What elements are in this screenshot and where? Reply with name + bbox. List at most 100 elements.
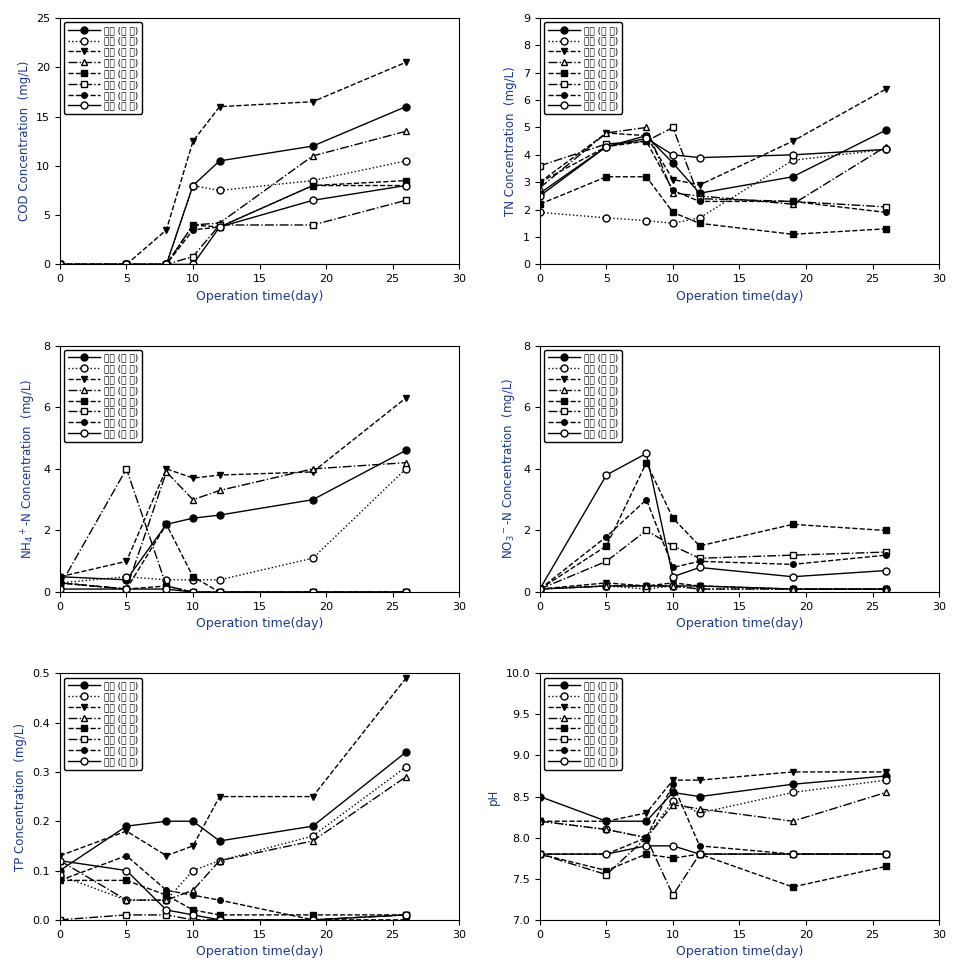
우측 (호 기): [534, 198, 545, 210]
우측 (호 기): [640, 171, 652, 183]
제방 (혜 기): [640, 122, 652, 133]
제방 (혜 기): [640, 832, 652, 844]
Line: 제방 (혜 기): 제방 (혜 기): [537, 124, 889, 208]
중앙 (호 기): [400, 586, 412, 598]
Line: 중앙 (혜 기): 중앙 (혜 기): [57, 675, 409, 859]
Line: 좌측 (혜 기): 좌측 (혜 기): [57, 466, 409, 586]
제방 (호 기): [880, 565, 892, 576]
Legend: 우측 (혜 기), 좌측 (혜 기), 중앙 (혜 기), 제방 (혜 기), 우측 (호 기), 좌측 (호 기), 중앙 (호 기), 제방 (호 기): 우측 (혜 기), 좌측 (혜 기), 중앙 (혜 기), 제방 (혜 기), …: [64, 22, 142, 115]
중앙 (호 기): [694, 555, 706, 567]
좌측 (호 기): [54, 259, 65, 270]
좌측 (호 기): [187, 586, 199, 598]
우측 (혜 기): [787, 171, 799, 183]
중앙 (호 기): [160, 259, 172, 270]
중앙 (호 기): [121, 583, 132, 595]
우측 (호 기): [121, 259, 132, 270]
중앙 (호 기): [307, 586, 319, 598]
좌측 (혜 기): [534, 206, 545, 218]
우측 (호 기): [880, 525, 892, 537]
제방 (호 기): [160, 904, 172, 916]
X-axis label: Operation time(day): Operation time(day): [196, 617, 324, 631]
우측 (호 기): [400, 586, 412, 598]
좌측 (호 기): [214, 586, 226, 598]
Line: 제방 (혜 기): 제방 (혜 기): [57, 128, 409, 268]
좌측 (호 기): [160, 580, 172, 592]
Line: 제방 (호 기): 제방 (호 기): [57, 182, 409, 268]
X-axis label: Operation time(day): Operation time(day): [676, 290, 804, 302]
좌측 (혜 기): [880, 583, 892, 595]
제방 (호 기): [187, 259, 199, 270]
좌측 (혜 기): [121, 894, 132, 906]
우측 (호 기): [694, 218, 706, 229]
제방 (혜 기): [307, 463, 319, 474]
중앙 (호 기): [307, 914, 319, 925]
중앙 (호 기): [880, 849, 892, 860]
우측 (혜 기): [214, 835, 226, 847]
좌측 (혜 기): [54, 870, 65, 882]
우측 (호 기): [640, 457, 652, 469]
제방 (호 기): [400, 180, 412, 191]
Line: 좌측 (혜 기): 좌측 (혜 기): [57, 157, 409, 268]
제방 (호 기): [534, 191, 545, 202]
좌측 (혜 기): [534, 583, 545, 595]
우측 (혜 기): [121, 259, 132, 270]
Legend: 우측 (혜 기), 좌측 (혜 기), 중앙 (혜 기), 제방 (혜 기), 우측 (호 기), 좌측 (호 기), 중앙 (호 기), 제방 (호 기): 우측 (혜 기), 좌측 (혜 기), 중앙 (혜 기), 제방 (혜 기), …: [544, 350, 622, 442]
제방 (호 기): [307, 586, 319, 598]
Line: 중앙 (혜 기): 중앙 (혜 기): [537, 579, 889, 593]
우측 (혜 기): [694, 580, 706, 592]
우측 (혜 기): [640, 130, 652, 142]
우측 (호 기): [214, 586, 226, 598]
중앙 (호 기): [54, 577, 65, 589]
중앙 (호 기): [400, 180, 412, 191]
제방 (혜 기): [160, 259, 172, 270]
Line: 제방 (혜 기): 제방 (혜 기): [537, 582, 889, 593]
좌측 (호 기): [307, 914, 319, 925]
중앙 (호 기): [601, 531, 612, 542]
좌측 (호 기): [880, 201, 892, 213]
좌측 (혜 기): [307, 830, 319, 842]
Line: 중앙 (혜 기): 중앙 (혜 기): [537, 86, 889, 189]
Line: 좌측 (호 기): 좌측 (호 기): [537, 124, 889, 210]
좌측 (호 기): [694, 849, 706, 860]
제방 (혜 기): [880, 583, 892, 595]
좌측 (혜 기): [187, 180, 199, 191]
중앙 (호 기): [214, 586, 226, 598]
Line: 좌측 (호 기): 좌측 (호 기): [537, 527, 889, 593]
제방 (호 기): [54, 854, 65, 866]
우측 (혜 기): [694, 791, 706, 803]
좌측 (호 기): [534, 849, 545, 860]
중앙 (호 기): [307, 180, 319, 191]
우측 (혜 기): [880, 124, 892, 136]
좌측 (혜 기): [880, 144, 892, 156]
제방 (혜 기): [121, 894, 132, 906]
Line: 제방 (호 기): 제방 (호 기): [537, 843, 889, 857]
제방 (호 기): [601, 469, 612, 481]
좌측 (혜 기): [640, 583, 652, 595]
좌측 (호 기): [534, 160, 545, 172]
우측 (혜 기): [121, 820, 132, 832]
제방 (혜 기): [187, 885, 199, 896]
제방 (호 기): [694, 849, 706, 860]
좌측 (혜 기): [694, 212, 706, 224]
좌측 (호 기): [694, 192, 706, 204]
좌측 (혜 기): [534, 816, 545, 827]
중앙 (혜 기): [400, 673, 412, 684]
제방 (혜 기): [880, 141, 892, 153]
좌측 (호 기): [667, 122, 679, 133]
우측 (호 기): [307, 909, 319, 920]
Line: 중앙 (호 기): 중앙 (호 기): [537, 497, 889, 592]
제방 (호 기): [880, 849, 892, 860]
우측 (혜 기): [601, 141, 612, 153]
좌측 (혜 기): [667, 580, 679, 592]
중앙 (호 기): [787, 849, 799, 860]
Line: 제방 (혜 기): 제방 (혜 기): [537, 789, 889, 841]
제방 (혜 기): [121, 583, 132, 595]
Line: 좌측 (호 기): 좌측 (호 기): [537, 834, 889, 899]
좌측 (호 기): [601, 555, 612, 567]
중앙 (혜 기): [880, 84, 892, 95]
우측 (혜 기): [307, 820, 319, 832]
중앙 (호 기): [54, 875, 65, 886]
제방 (혜 기): [54, 259, 65, 270]
Line: 우측 (혜 기): 우측 (혜 기): [537, 582, 889, 593]
제방 (호 기): [121, 259, 132, 270]
